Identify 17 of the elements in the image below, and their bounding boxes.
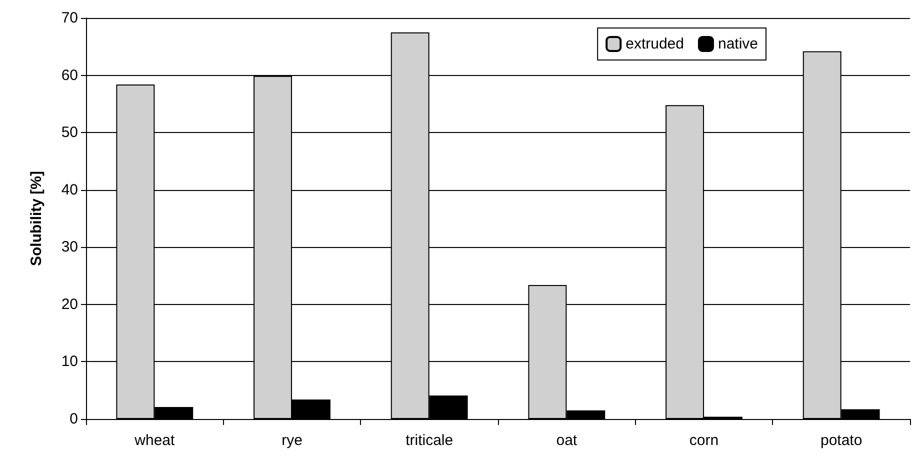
y-tick-label: 10 [61, 353, 78, 370]
x-tick-label: corn [689, 432, 719, 449]
y-tick-label: 30 [61, 238, 78, 256]
y-tick-label: 20 [61, 296, 78, 313]
y-tick-label: 70 [61, 10, 78, 26]
legend-label: native [718, 36, 758, 52]
x-tick-label: rye [282, 432, 302, 449]
x-tick-label: potato [820, 432, 862, 449]
x-tick-label: wheat [134, 432, 176, 449]
y-tick-label: 50 [61, 124, 78, 142]
y-tick-label: 40 [61, 181, 78, 198]
x-tick-label: oat [556, 432, 578, 449]
y-tick-label: 60 [61, 66, 78, 84]
x-tick-label: triticale [406, 432, 454, 449]
y-axis-title: Solubility [%] [28, 171, 45, 266]
y-tick-label: 0 [70, 410, 78, 428]
legend-label: extruded [626, 36, 684, 52]
